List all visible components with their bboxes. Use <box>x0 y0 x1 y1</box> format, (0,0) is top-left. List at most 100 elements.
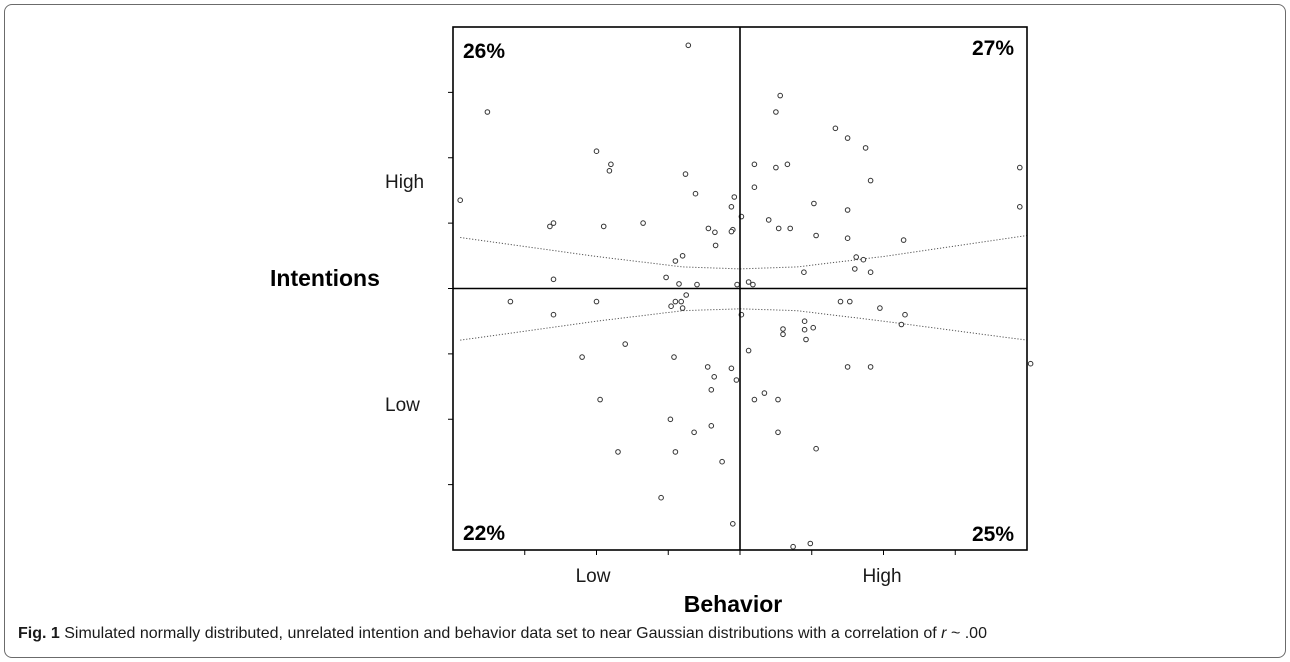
data-point <box>600 223 607 230</box>
data-point <box>813 445 819 452</box>
data-point <box>484 109 491 115</box>
data-point <box>550 276 557 283</box>
caption-text-end: ~ .00 <box>946 625 987 642</box>
data-point <box>775 396 781 403</box>
data-point <box>705 225 712 232</box>
data-point <box>708 423 715 429</box>
data-point <box>640 220 646 226</box>
data-point <box>844 364 851 370</box>
data-point <box>579 354 585 360</box>
data-point <box>704 364 711 370</box>
data-point <box>672 298 679 305</box>
data-point <box>761 390 768 396</box>
data-point <box>844 235 851 241</box>
data-point <box>672 449 679 455</box>
data-point <box>658 494 664 501</box>
data-point <box>719 458 725 465</box>
data-point <box>790 543 796 550</box>
data-point <box>731 194 738 200</box>
data-point <box>682 171 689 177</box>
data-point <box>728 204 735 210</box>
data-point <box>708 387 715 393</box>
quadrant-label-top-left: 26% <box>463 40 505 63</box>
data-point <box>745 347 752 354</box>
data-point <box>672 258 679 264</box>
quadrant-label-bottom-right: 25% <box>972 523 1014 546</box>
data-point <box>784 161 791 168</box>
data-point <box>685 42 692 49</box>
data-point <box>694 281 700 288</box>
data-point <box>734 281 740 288</box>
data-point <box>668 303 674 310</box>
data-point <box>807 540 814 547</box>
data-point <box>667 416 674 423</box>
data-point <box>1027 360 1034 367</box>
data-point <box>712 242 719 249</box>
data-point <box>711 374 718 380</box>
figure-caption: Fig. 1 Simulated normally distributed, u… <box>18 625 1278 643</box>
data-point <box>902 311 908 318</box>
data-point <box>837 298 844 305</box>
data-point <box>900 237 907 243</box>
data-point <box>691 429 697 436</box>
caption-r-symbol: r <box>941 625 947 642</box>
data-point <box>860 256 867 263</box>
data-point <box>862 145 869 151</box>
data-point <box>844 207 851 213</box>
data-point <box>787 225 794 232</box>
data-point <box>745 279 752 285</box>
data-point <box>550 311 557 318</box>
data-point <box>1017 204 1023 210</box>
data-point <box>622 341 629 347</box>
data-point <box>751 396 758 403</box>
data-point <box>780 326 786 332</box>
data-point <box>813 232 819 239</box>
data-point <box>730 521 736 527</box>
data-point <box>683 292 690 298</box>
data-point <box>679 253 686 259</box>
data-point <box>775 429 781 436</box>
data-point <box>811 200 817 207</box>
x-axis-title: Behavior <box>684 591 782 617</box>
data-point <box>597 396 603 403</box>
data-point <box>547 223 553 230</box>
data-point <box>457 197 464 203</box>
x-tick-label-low: Low <box>576 566 611 587</box>
caption-label: Fig. 1 <box>18 625 60 642</box>
data-point <box>678 298 685 305</box>
quadrant-label-top-right: 27% <box>972 37 1014 60</box>
data-points <box>457 42 1034 550</box>
data-point <box>801 326 808 333</box>
data-point <box>733 377 740 383</box>
confidence-band-upper <box>460 235 1028 270</box>
data-point <box>773 109 779 115</box>
data-point <box>679 305 686 311</box>
data-point <box>663 274 669 281</box>
data-point <box>615 449 621 455</box>
data-point <box>765 217 772 223</box>
data-point <box>593 298 600 305</box>
data-point <box>867 364 874 370</box>
data-point <box>712 229 718 236</box>
data-point <box>728 228 735 235</box>
data-point <box>847 298 853 305</box>
data-point <box>608 161 614 168</box>
y-axis-title: Intentions <box>270 265 380 291</box>
data-point <box>775 225 782 232</box>
data-point <box>801 269 807 276</box>
data-point <box>692 190 699 197</box>
x-tick-label-high: High <box>862 566 901 587</box>
caption-text: Simulated normally distributed, unrelate… <box>59 625 942 642</box>
axis-ticks <box>448 91 956 555</box>
data-point <box>898 321 905 328</box>
data-point <box>671 354 677 360</box>
data-point <box>507 298 514 305</box>
y-tick-label-low: Low <box>385 395 420 416</box>
data-point <box>867 177 874 184</box>
data-point <box>777 92 784 99</box>
data-point <box>844 135 851 141</box>
data-point <box>751 184 758 190</box>
data-point <box>801 318 808 325</box>
data-point <box>853 254 860 260</box>
figure-frame <box>4 4 1286 658</box>
